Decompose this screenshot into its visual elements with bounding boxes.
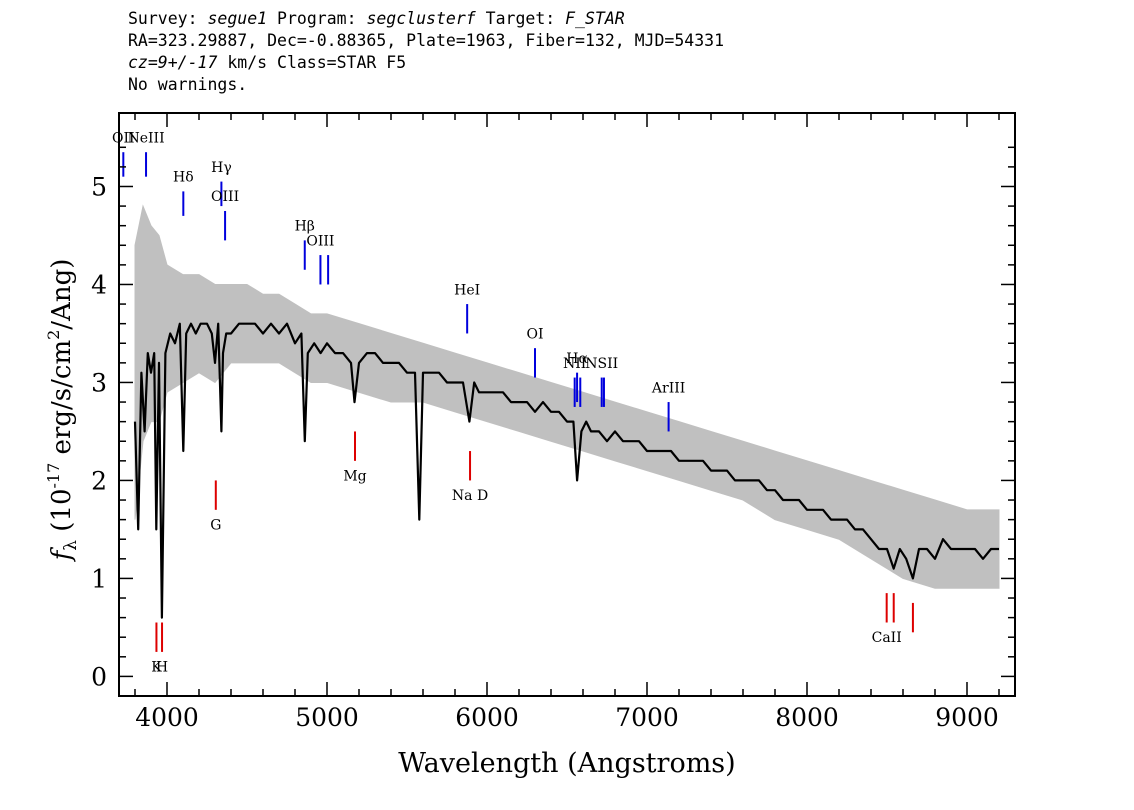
x-tick-label: 6000 xyxy=(455,703,519,732)
x-tick-label: 8000 xyxy=(775,703,839,732)
ticks-layer xyxy=(119,113,1015,696)
absorption-line-label: Mg xyxy=(343,468,366,484)
flux-line xyxy=(133,322,999,619)
flux-layer xyxy=(133,322,999,619)
header-line-coordinates: RA=323.29887, Dec=-0.88365, Plate=1963, … xyxy=(128,31,725,50)
absorption-line-label: K xyxy=(151,660,162,676)
emission-line-label: NII xyxy=(563,356,586,372)
emission-line-label: Hδ xyxy=(173,170,194,186)
emission-line-label: NSII xyxy=(585,356,618,372)
emission-line-label: HeI xyxy=(454,282,480,298)
redshift-value: cz=9+/-17 xyxy=(128,53,218,72)
y-label-subscript: λ xyxy=(61,540,81,551)
y-label-exponent2: 2 xyxy=(44,330,63,340)
y-tick-label: 4 xyxy=(91,270,107,299)
y-tick-label: 0 xyxy=(91,662,107,691)
header-line-redshift: cz=9+/-17 km/s Class=STAR F5 xyxy=(128,52,1028,74)
emission-line-label: OIII xyxy=(306,233,334,249)
absorption-line-label: CaII xyxy=(872,630,902,646)
header-line-survey: Survey: segue1 Program: segclusterf Targ… xyxy=(128,8,1028,30)
emission-line-label: Hβ xyxy=(295,219,315,235)
y-label-unit-close: /Ang) xyxy=(47,259,77,330)
y-label-exponent: -17 xyxy=(44,463,63,489)
plot-frame xyxy=(118,112,1016,697)
x-tick-label: 4000 xyxy=(135,703,199,732)
y-tick-label: 3 xyxy=(91,368,107,397)
emission-line-label: Hγ xyxy=(211,160,232,176)
class-info: km/s Class=STAR F5 xyxy=(217,53,407,72)
x-tick-label: 7000 xyxy=(615,703,679,732)
emission-line-label: OI xyxy=(526,326,543,342)
y-tick-label: 1 xyxy=(91,564,107,593)
emission-line-label: OII xyxy=(112,130,135,146)
x-axis-label: Wavelength (Angstroms) xyxy=(398,748,735,779)
line-markers-layer: OIINeIIIHδHγOIIIHβOIIIHeIOINIIHαNSIIArII… xyxy=(112,130,914,676)
program-label: Program: xyxy=(267,9,367,28)
spectrum-header: Survey: segue1 Program: segclusterf Targ… xyxy=(128,8,1028,96)
survey-label: Survey: xyxy=(128,9,208,28)
y-tick-label: 5 xyxy=(91,172,107,201)
emission-line-label: NeIII xyxy=(127,130,164,146)
program-value: segclusterf xyxy=(366,9,476,28)
emission-line-label: ArIII xyxy=(651,380,685,396)
emission-line-label: OIII xyxy=(211,189,239,205)
x-tick-label: 5000 xyxy=(295,703,359,732)
absorption-line-label: G xyxy=(210,517,221,533)
survey-value: segue1 xyxy=(207,9,268,28)
y-label-unit-open: (10 xyxy=(47,488,77,540)
target-label: Target: xyxy=(475,9,566,28)
emission-line-label: Hα xyxy=(566,351,588,367)
tick-labels-layer: 4000 5000 6000 7000 8000 9000 0 1 2 3 4 5 xyxy=(91,172,999,732)
absorption-line-label: H xyxy=(156,660,168,676)
y-label-unit-mid: erg/s/cm xyxy=(47,340,77,463)
error-band xyxy=(134,204,1000,589)
x-tick-label: 9000 xyxy=(935,703,999,732)
y-tick-label: 2 xyxy=(91,466,107,495)
y-axis-label: fλ (10-17 erg/s/cm2/Ang) xyxy=(44,259,81,563)
error-band-layer xyxy=(134,204,1000,589)
header-line-warnings: No warnings. xyxy=(128,75,248,94)
absorption-line-label: Na D xyxy=(452,488,488,504)
target-value: F_STAR xyxy=(565,9,625,28)
